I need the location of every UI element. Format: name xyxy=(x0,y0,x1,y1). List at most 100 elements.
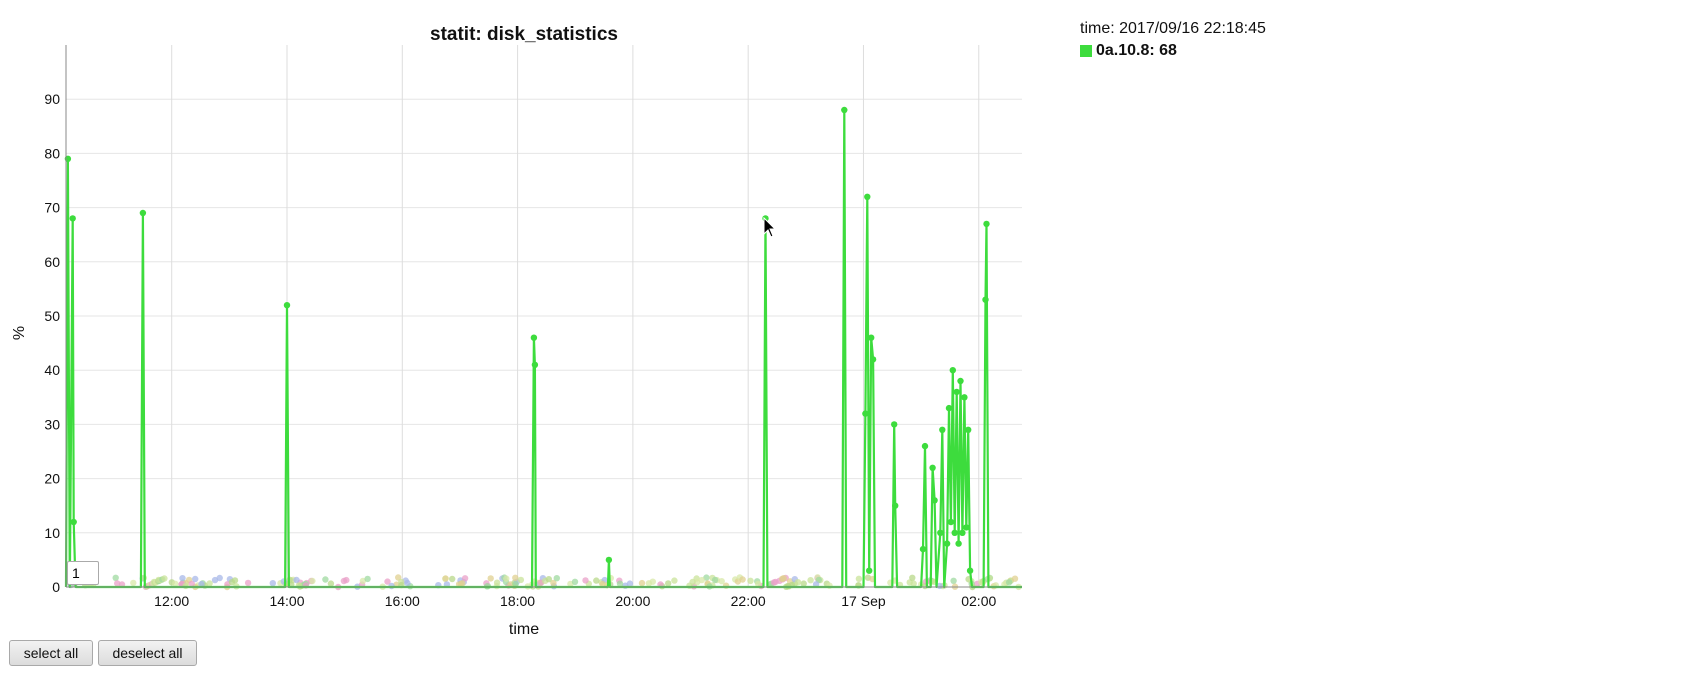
background-marker xyxy=(718,578,725,585)
background-marker xyxy=(216,574,223,582)
background-marker xyxy=(487,575,494,582)
chart-area[interactable]: 0 10 20 30 40 50 60 70 80 90 12:00 14:00 16:00 18:00 2… xyxy=(0,0,1040,640)
background-marker xyxy=(910,580,917,587)
range-input[interactable] xyxy=(67,561,99,585)
series-point xyxy=(868,334,875,341)
series-point xyxy=(919,545,927,553)
chart-svg[interactable]: 0 10 20 30 40 50 60 70 80 90 12:00 14:00 16:00 18:00 2… xyxy=(0,0,1040,640)
y-tick-label: 30 xyxy=(44,416,60,432)
background-marker xyxy=(228,579,236,586)
background-marker xyxy=(671,577,678,584)
series-point xyxy=(937,529,944,536)
series-point xyxy=(963,524,970,531)
background-marker xyxy=(550,579,557,587)
series-layer xyxy=(64,106,1022,589)
legend-series-row[interactable]: 0a.10.8: 68 xyxy=(1080,40,1266,62)
series-point xyxy=(983,220,990,228)
background-marker xyxy=(545,576,552,583)
series-point xyxy=(951,529,958,536)
background-marker xyxy=(340,577,348,585)
background-marker xyxy=(711,576,719,584)
background-marker xyxy=(493,579,501,586)
background-marker xyxy=(638,579,646,587)
y-tick-label: 0 xyxy=(52,579,60,595)
background-marker xyxy=(322,576,329,583)
series-point xyxy=(605,556,613,564)
series-point xyxy=(862,410,869,417)
background-marker xyxy=(553,575,560,582)
x-tick-label: 17 Sep xyxy=(841,593,886,609)
axes: 0 10 20 30 40 50 60 70 80 90 12:00 14:00 16:00 18:00 2… xyxy=(44,45,1022,609)
series-line-0a.10.8 xyxy=(64,108,1022,589)
background-marker xyxy=(649,578,656,585)
arrow-cursor-icon xyxy=(763,217,777,238)
series-point xyxy=(866,567,873,574)
background-marker xyxy=(112,574,119,581)
select-all-button[interactable]: select all xyxy=(9,640,93,666)
background-marker xyxy=(244,579,252,587)
background-marker xyxy=(192,575,199,583)
background-marker xyxy=(503,575,510,582)
background-marker xyxy=(293,576,300,584)
background-marker xyxy=(689,578,696,586)
background-marker xyxy=(747,577,754,584)
series-point xyxy=(965,426,972,433)
background-marker xyxy=(807,577,814,584)
series-point xyxy=(70,518,77,526)
background-marker xyxy=(599,580,606,588)
series-point xyxy=(283,302,291,309)
background-marker xyxy=(206,580,213,587)
legend-series-label: 0a.10.8: 68 xyxy=(1096,42,1177,59)
deselect-all-button[interactable]: deselect all xyxy=(98,640,197,666)
background-marker xyxy=(114,580,121,587)
series-point xyxy=(953,388,960,396)
series-point xyxy=(955,540,962,547)
background-marker xyxy=(739,576,746,583)
background-marker xyxy=(512,581,519,588)
background-marker xyxy=(800,580,807,587)
background-marker xyxy=(449,575,456,583)
background-marker xyxy=(616,580,624,587)
legend-time: time: 2017/09/16 22:18:45 xyxy=(1080,20,1266,37)
background-marker xyxy=(950,577,957,584)
x-tick-label: 18:00 xyxy=(500,593,535,609)
x-tick-label: 22:00 xyxy=(731,593,766,609)
series-point xyxy=(949,367,956,374)
background-marker xyxy=(188,580,195,587)
y-tick-label: 50 xyxy=(44,308,60,324)
series-point xyxy=(931,497,938,504)
y-tick-label: 70 xyxy=(44,200,60,216)
background-marker xyxy=(582,577,589,584)
background-marker xyxy=(172,580,179,587)
series-point xyxy=(966,567,974,574)
series-point xyxy=(841,106,848,114)
y-tick-label: 20 xyxy=(44,471,60,487)
series-point xyxy=(959,529,966,536)
series-point xyxy=(139,209,147,217)
x-tick-label: 20:00 xyxy=(615,593,650,609)
x-tick-label: 02:00 xyxy=(961,593,996,609)
grid xyxy=(66,45,1022,587)
background-marker xyxy=(459,580,466,587)
series-point xyxy=(891,421,898,428)
background-marker xyxy=(1005,579,1013,586)
background-marker xyxy=(384,578,391,585)
background-marker xyxy=(698,576,705,584)
series-point xyxy=(961,394,968,401)
series-point xyxy=(864,193,871,200)
series-point xyxy=(943,540,951,547)
series-point xyxy=(869,356,877,363)
background-marker xyxy=(309,577,316,585)
background-marker xyxy=(626,580,634,587)
background-marker xyxy=(130,579,137,587)
x-tick-label: 12:00 xyxy=(154,593,189,609)
y-tick-label: 90 xyxy=(44,91,60,107)
background-marker xyxy=(571,578,579,585)
background-marker xyxy=(665,580,672,587)
background-marker xyxy=(772,578,779,586)
background-marker xyxy=(1011,575,1019,582)
background-marker xyxy=(269,580,276,587)
background-marker xyxy=(461,575,469,582)
series-point xyxy=(939,426,946,433)
series-point xyxy=(530,334,538,341)
